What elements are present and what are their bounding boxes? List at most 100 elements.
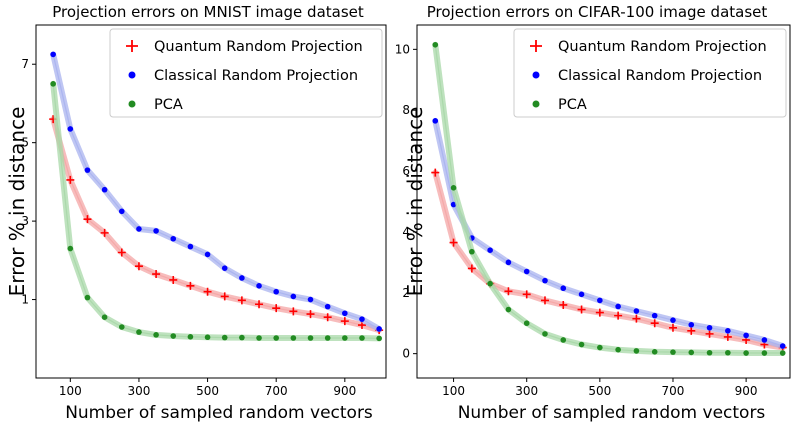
cifar-chart: Projection errors on CIFAR-100 image dat… xyxy=(395,3,791,423)
data-point xyxy=(450,185,457,191)
data-point xyxy=(376,326,382,332)
data-point xyxy=(324,303,331,310)
data-point xyxy=(237,296,246,305)
data-point xyxy=(467,264,476,273)
series-quantum-random-projection xyxy=(431,168,787,352)
y-tick-label: 0 xyxy=(402,347,410,361)
data-point xyxy=(761,350,768,356)
x-tick-label: 300 xyxy=(515,384,538,398)
data-point xyxy=(101,186,108,193)
y-tick-label: 3 xyxy=(21,214,29,228)
y-tick-label: 5 xyxy=(21,136,29,150)
data-point xyxy=(204,251,211,258)
data-point xyxy=(761,337,768,343)
legend-marker-quantum-random-projection xyxy=(126,40,138,52)
data-point xyxy=(633,308,640,314)
data-point xyxy=(505,259,512,266)
y-tick-label: 10 xyxy=(395,42,410,56)
data-point xyxy=(272,304,281,313)
chart-title: Projection errors on CIFAR-100 image dat… xyxy=(427,3,768,21)
data-point xyxy=(743,332,749,339)
data-point xyxy=(256,335,262,341)
data-point xyxy=(323,313,332,322)
legend-label-quantum-random-projection: Quantum Random Projection xyxy=(154,39,363,55)
data-point xyxy=(540,296,549,305)
data-point xyxy=(432,118,439,124)
series-pca xyxy=(432,41,786,356)
data-point xyxy=(743,350,749,356)
series-line xyxy=(52,54,380,330)
x-tick-label: 700 xyxy=(662,384,685,398)
legend-marker-classical-random-projection xyxy=(128,71,136,79)
data-point xyxy=(723,332,732,341)
legend-marker-pca xyxy=(532,100,540,108)
y-tick-label: 7 xyxy=(21,57,29,71)
series-line xyxy=(434,44,783,354)
data-point xyxy=(340,317,349,326)
data-point xyxy=(615,346,621,353)
mnist-chart: Projection errors on MNIST image dataset… xyxy=(5,3,387,423)
data-point xyxy=(136,226,142,232)
legend-marker-classical-random-projection xyxy=(532,71,540,79)
series-line xyxy=(434,172,783,349)
data-point xyxy=(255,300,264,309)
data-point xyxy=(170,235,177,242)
data-point xyxy=(577,305,586,314)
data-point xyxy=(66,175,75,184)
data-point xyxy=(342,310,348,317)
data-point xyxy=(220,292,229,301)
y-axis-label: Error % in distance xyxy=(403,107,427,297)
data-point xyxy=(688,321,695,328)
series-quantum-random-projection xyxy=(49,115,384,335)
legend-label-classical-random-projection: Classical Random Projection xyxy=(154,68,358,84)
data-point xyxy=(523,268,530,275)
data-point xyxy=(100,228,109,237)
data-point xyxy=(505,306,512,313)
series-line xyxy=(52,83,380,339)
data-point xyxy=(84,167,91,173)
data-point xyxy=(359,335,365,341)
data-point xyxy=(633,348,640,354)
data-point xyxy=(560,285,567,292)
data-point xyxy=(578,291,585,298)
data-point xyxy=(170,333,177,339)
x-tick-label: 900 xyxy=(333,384,356,398)
data-point xyxy=(559,300,568,309)
data-point xyxy=(504,287,513,296)
chart-title: Projection errors on MNIST image dataset xyxy=(52,3,364,21)
data-point xyxy=(84,294,91,301)
data-point xyxy=(306,310,315,319)
confidence-band xyxy=(50,116,383,334)
data-point xyxy=(169,275,178,284)
data-point xyxy=(359,316,365,322)
data-point xyxy=(273,335,279,341)
legend-label-quantum-random-projection: Quantum Random Projection xyxy=(558,39,767,55)
data-point xyxy=(615,303,621,310)
x-tick-label: 500 xyxy=(196,384,219,398)
y-tick-label: 6 xyxy=(402,164,410,178)
data-point xyxy=(705,329,714,338)
confidence-band xyxy=(432,169,786,351)
data-point xyxy=(50,51,56,58)
data-point xyxy=(307,296,314,303)
data-point xyxy=(204,334,211,341)
data-point xyxy=(614,311,623,320)
confidence-band xyxy=(50,80,383,342)
data-point xyxy=(597,297,603,304)
x-tick-label: 100 xyxy=(442,384,465,398)
y-tick-label: 8 xyxy=(402,103,410,117)
data-point xyxy=(651,349,658,355)
legend-box xyxy=(513,28,787,118)
data-point xyxy=(431,168,440,177)
legend-box xyxy=(109,28,383,118)
data-point xyxy=(376,335,382,342)
data-point xyxy=(523,320,530,327)
legend-marker-pca xyxy=(128,100,136,108)
data-point xyxy=(725,328,731,334)
data-point xyxy=(650,319,659,328)
data-point xyxy=(342,335,348,341)
data-point xyxy=(289,307,298,316)
data-point xyxy=(152,270,161,279)
data-point xyxy=(117,248,126,257)
